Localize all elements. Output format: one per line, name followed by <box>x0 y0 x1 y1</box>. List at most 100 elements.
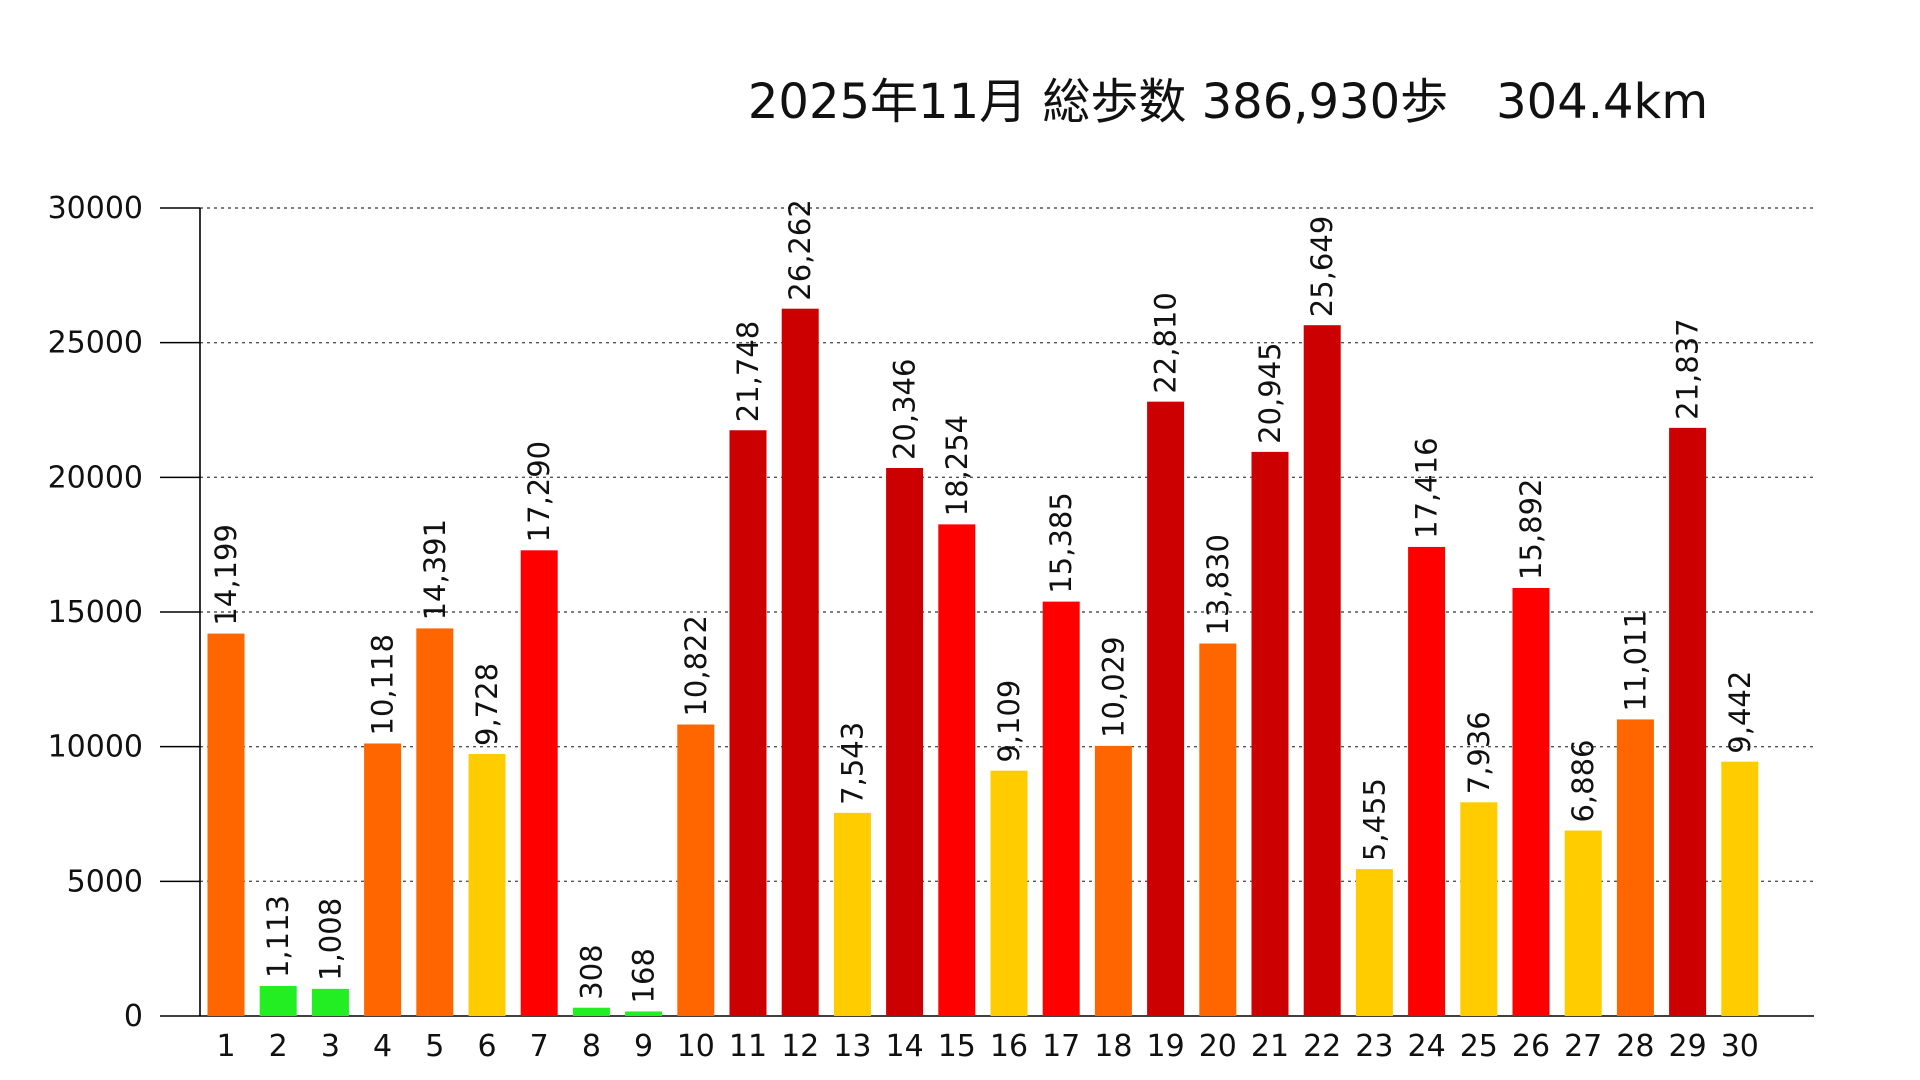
x-tick-label: 17 <box>1042 1029 1080 1064</box>
bar-day-28 <box>1616 719 1654 1016</box>
x-tick-label: 11 <box>729 1029 767 1064</box>
bar-day-9 <box>625 1011 663 1016</box>
x-tick-label: 23 <box>1355 1029 1393 1064</box>
data-label-day-22: 25,649 <box>1305 216 1339 317</box>
data-label-day-7: 17,290 <box>522 441 556 542</box>
data-label-day-26: 15,892 <box>1514 478 1548 579</box>
bar-day-10 <box>677 724 715 1016</box>
data-label-day-23: 5,455 <box>1357 778 1391 861</box>
chart-title: 2025年11月 総歩数 386,930歩 304.4km <box>748 74 1708 130</box>
bar-day-30 <box>1721 761 1759 1016</box>
data-label-day-9: 168 <box>627 948 661 1003</box>
bar-day-23 <box>1355 869 1393 1016</box>
x-tick-label: 13 <box>833 1029 871 1064</box>
data-label-day-29: 21,837 <box>1671 318 1705 419</box>
data-label-day-15: 18,254 <box>940 415 974 516</box>
bar-day-11 <box>729 430 767 1016</box>
data-label-day-17: 15,385 <box>1044 492 1078 593</box>
y-tick-label: 10000 <box>48 730 143 765</box>
x-tick-label: 16 <box>990 1029 1028 1064</box>
x-tick-label: 14 <box>886 1029 924 1064</box>
data-label-day-4: 10,118 <box>366 634 400 735</box>
data-label-day-25: 7,936 <box>1462 711 1496 794</box>
data-label-day-8: 308 <box>574 944 608 999</box>
bar-day-21 <box>1251 451 1289 1016</box>
x-tick-label: 28 <box>1616 1029 1654 1064</box>
x-tick-label: 22 <box>1303 1029 1341 1064</box>
bar-day-22 <box>1303 325 1341 1017</box>
bar-day-2 <box>259 986 297 1016</box>
x-tick-label: 1 <box>216 1029 235 1064</box>
data-label-day-20: 13,830 <box>1201 534 1235 635</box>
bar-day-26 <box>1512 587 1550 1016</box>
y-tick-label: 0 <box>124 999 143 1034</box>
x-tick-label: 10 <box>677 1029 715 1064</box>
data-label-day-5: 14,391 <box>418 519 452 620</box>
x-tick-label: 25 <box>1460 1029 1498 1064</box>
data-label-day-28: 11,011 <box>1618 610 1652 711</box>
bar-day-12 <box>781 308 819 1017</box>
data-label-day-21: 20,945 <box>1253 342 1287 443</box>
data-label-day-27: 6,886 <box>1566 740 1600 823</box>
x-tick-label: 24 <box>1408 1029 1446 1064</box>
data-label-day-24: 17,416 <box>1410 437 1444 538</box>
data-label-day-12: 26,262 <box>783 199 817 300</box>
bar-day-17 <box>1042 601 1080 1016</box>
data-label-day-13: 7,543 <box>835 722 869 805</box>
x-tick-label: 30 <box>1721 1029 1759 1064</box>
x-tick-label: 2 <box>269 1029 288 1064</box>
y-tick-label: 15000 <box>48 595 143 630</box>
data-label-day-3: 1,008 <box>313 898 347 981</box>
y-tick-label: 20000 <box>48 460 143 495</box>
x-tick-label: 19 <box>1147 1029 1185 1064</box>
data-labels: 14,199 1,113 1,008 10,118 14,391 9,728 17,290 3… <box>209 199 1757 1003</box>
bar-day-15 <box>938 524 976 1016</box>
x-tick-label: 20 <box>1199 1029 1237 1064</box>
bar-day-27 <box>1564 830 1602 1016</box>
x-tick-label: 7 <box>530 1029 549 1064</box>
x-tick-label: 5 <box>425 1029 444 1064</box>
bar-day-8 <box>572 1007 610 1016</box>
bar-day-29 <box>1669 427 1707 1016</box>
x-tick-label: 9 <box>634 1029 653 1064</box>
bar-day-3 <box>311 988 349 1016</box>
bar-day-18 <box>1094 745 1132 1016</box>
bar-day-16 <box>990 770 1028 1016</box>
y-tick-label: 25000 <box>48 326 143 361</box>
data-label-day-2: 1,113 <box>261 895 295 978</box>
bar-day-5 <box>416 628 454 1016</box>
y-tick-label: 5000 <box>67 864 143 899</box>
bar-day-14 <box>886 468 924 1016</box>
x-tick-label: 18 <box>1094 1029 1132 1064</box>
x-tick-label: 8 <box>582 1029 601 1064</box>
bar-day-20 <box>1199 643 1237 1016</box>
x-tick-label: 4 <box>373 1029 392 1064</box>
bar-day-25 <box>1460 802 1498 1016</box>
data-label-day-30: 9,442 <box>1723 671 1757 754</box>
x-tick-label: 6 <box>477 1029 496 1064</box>
data-label-day-10: 10,822 <box>679 615 713 716</box>
x-tick-label: 15 <box>938 1029 976 1064</box>
data-label-day-1: 14,199 <box>209 524 243 625</box>
bars <box>207 308 1759 1017</box>
bar-day-1 <box>207 633 245 1016</box>
x-tick-label: 21 <box>1251 1029 1289 1064</box>
data-label-day-19: 22,810 <box>1149 292 1183 393</box>
x-tick-label: 26 <box>1512 1029 1550 1064</box>
bar-day-4 <box>364 743 402 1016</box>
data-label-day-18: 10,029 <box>1096 636 1130 737</box>
y-tick-label: 30000 <box>48 191 143 226</box>
bar-day-6 <box>468 753 506 1016</box>
data-label-day-11: 21,748 <box>731 321 765 422</box>
data-label-day-14: 20,346 <box>888 359 922 460</box>
data-label-day-16: 9,109 <box>992 680 1026 763</box>
x-tick-label: 3 <box>321 1029 340 1064</box>
x-tick-label: 27 <box>1564 1029 1602 1064</box>
bar-day-7 <box>520 550 558 1016</box>
bar-day-19 <box>1147 401 1185 1017</box>
data-label-day-6: 9,728 <box>470 663 504 746</box>
x-tick-label: 29 <box>1669 1029 1707 1064</box>
bar-day-24 <box>1408 546 1446 1016</box>
